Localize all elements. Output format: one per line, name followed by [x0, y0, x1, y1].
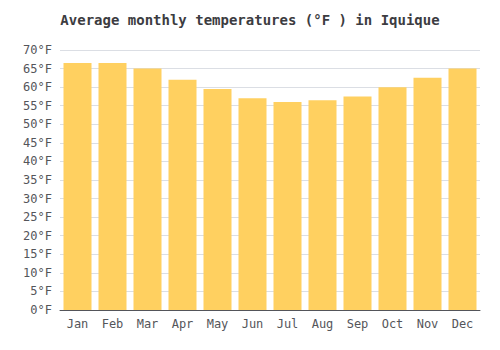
svg-text:Dec: Dec [452, 317, 474, 331]
svg-text:20°F: 20°F [23, 229, 52, 243]
svg-text:25°F: 25°F [23, 210, 52, 224]
svg-text:Jun: Jun [242, 317, 264, 331]
svg-text:Nov: Nov [417, 317, 439, 331]
svg-text:50°F: 50°F [23, 117, 52, 131]
svg-text:Aug: Aug [312, 317, 334, 331]
svg-text:Mar: Mar [137, 317, 159, 331]
svg-text:65°F: 65°F [23, 62, 52, 76]
svg-text:45°F: 45°F [23, 136, 52, 150]
svg-text:15°F: 15°F [23, 247, 52, 261]
svg-text:60°F: 60°F [23, 80, 52, 94]
svg-text:Feb: Feb [102, 317, 124, 331]
svg-text:Apr: Apr [172, 317, 194, 331]
svg-text:70°F: 70°F [23, 43, 52, 57]
svg-text:0°F: 0°F [30, 303, 52, 317]
svg-text:Jan: Jan [67, 317, 89, 331]
svg-text:40°F: 40°F [23, 154, 52, 168]
svg-text:Sep: Sep [347, 317, 369, 331]
svg-text:Average monthly temperatures (: Average monthly temperatures (°F ) in Iq… [60, 12, 439, 28]
svg-text:10°F: 10°F [23, 266, 52, 280]
svg-text:5°F: 5°F [30, 284, 52, 298]
svg-text:30°F: 30°F [23, 192, 52, 206]
svg-text:35°F: 35°F [23, 173, 52, 187]
svg-text:55°F: 55°F [23, 99, 52, 113]
svg-text:May: May [207, 317, 229, 331]
svg-text:Jul: Jul [277, 317, 299, 331]
svg-text:Oct: Oct [382, 317, 404, 331]
